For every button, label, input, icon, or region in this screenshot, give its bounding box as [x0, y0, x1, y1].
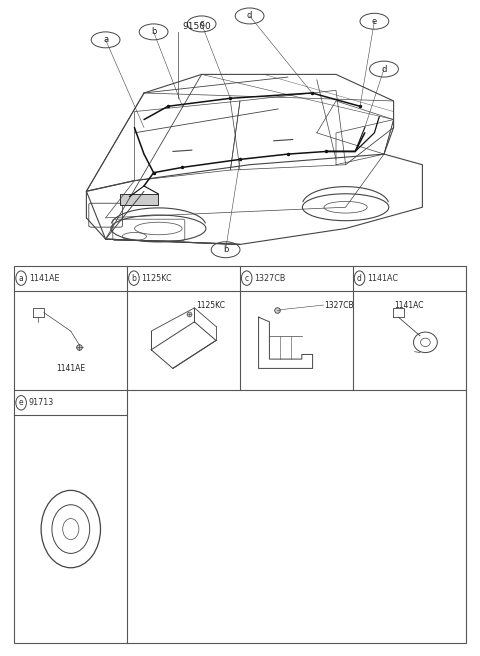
Text: b: b — [223, 245, 228, 255]
Text: 91500: 91500 — [182, 22, 211, 31]
Text: d: d — [357, 274, 362, 283]
Text: 1141AE: 1141AE — [56, 364, 85, 373]
Text: b: b — [151, 28, 156, 36]
Text: c: c — [245, 274, 249, 283]
Text: 1141AC: 1141AC — [395, 300, 424, 310]
Text: 1125KC: 1125KC — [196, 300, 225, 310]
Text: 1327CB: 1327CB — [254, 274, 286, 283]
Text: 1327CB: 1327CB — [324, 300, 354, 310]
Text: e: e — [19, 398, 24, 407]
Text: 1125KC: 1125KC — [142, 274, 172, 283]
Text: a: a — [103, 35, 108, 45]
Text: 1141AE: 1141AE — [29, 274, 60, 283]
Text: e: e — [372, 17, 377, 26]
Text: a: a — [19, 274, 24, 283]
Text: d: d — [381, 64, 387, 73]
Text: 91713: 91713 — [29, 398, 54, 407]
Bar — [120, 194, 158, 205]
Text: 1141AC: 1141AC — [367, 274, 398, 283]
Text: b: b — [132, 274, 136, 283]
Text: c: c — [199, 20, 204, 28]
Text: d: d — [247, 11, 252, 20]
